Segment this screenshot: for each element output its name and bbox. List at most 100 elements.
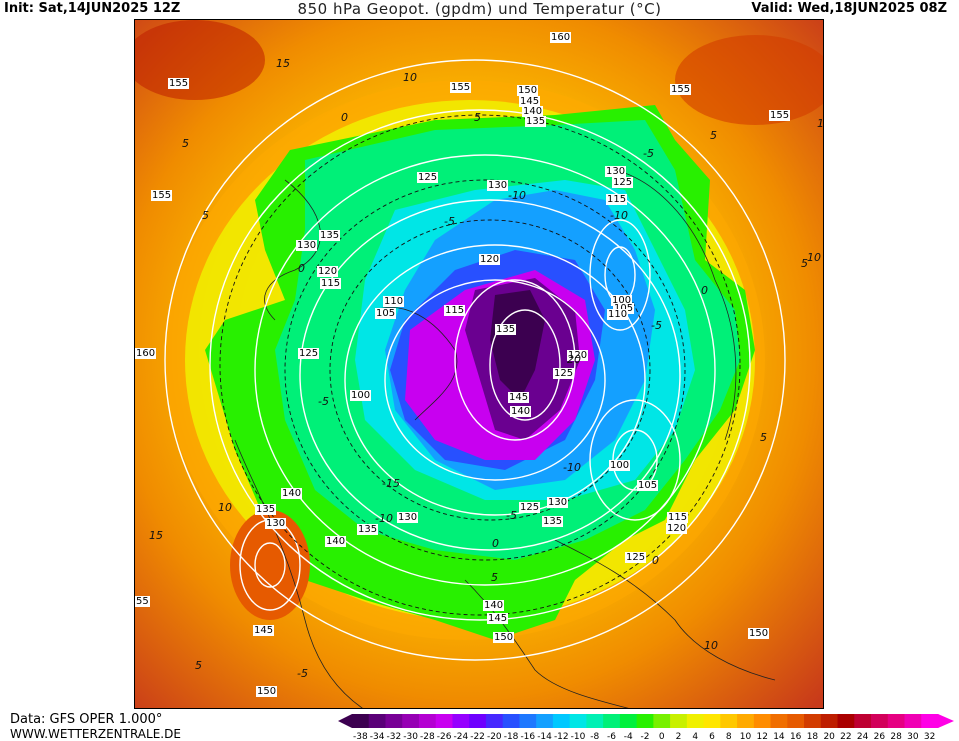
colorbar-tick-label: 16 bbox=[790, 732, 802, 741]
geopotential-label: 115 bbox=[320, 278, 342, 289]
colorbar-tick-label: -26 bbox=[437, 732, 452, 741]
temperature-label: 5 bbox=[760, 431, 767, 444]
colorbar-tick-label: -4 bbox=[624, 732, 633, 741]
geopotential-label: 120 bbox=[317, 266, 339, 277]
colorbar-swatch bbox=[435, 714, 453, 728]
valid-time-label: Valid: Wed,18JUN2025 08Z bbox=[751, 1, 947, 16]
colorbar-tick-label: -34 bbox=[370, 732, 385, 741]
geopotential-label: 100 bbox=[611, 295, 633, 306]
colorbar-swatch bbox=[653, 714, 671, 728]
colorbar-tick-label: 30 bbox=[907, 732, 919, 741]
geopotential-label: 150 bbox=[517, 85, 539, 96]
colorbar-tick-label: -12 bbox=[554, 732, 569, 741]
colorbar-tick-label: 24 bbox=[857, 732, 869, 741]
temperature-label: 5 bbox=[182, 137, 189, 150]
geopotential-label: 145 bbox=[253, 625, 275, 636]
temperature-label: -10 bbox=[375, 512, 393, 525]
colorbar-tick-label: 14 bbox=[773, 732, 785, 741]
colorbar-swatch bbox=[586, 714, 604, 728]
geopotential-label: 150 bbox=[256, 686, 278, 697]
colorbar-swatch bbox=[737, 714, 755, 728]
temperature-label: 10 bbox=[218, 501, 232, 514]
temperature-label: 5 bbox=[202, 209, 209, 222]
temperature-label: 5 bbox=[195, 659, 202, 672]
temperature-label: -5 bbox=[506, 509, 517, 522]
colorbar-left-arrow bbox=[338, 714, 352, 728]
temperature-label: 5 bbox=[710, 129, 717, 142]
colorbar-swatches bbox=[338, 714, 954, 728]
geopotential-label: 145 bbox=[519, 96, 541, 107]
colorbar-tick-label: 4 bbox=[692, 732, 698, 741]
geopotential-label: 130 bbox=[265, 518, 287, 529]
geopotential-label: 140 bbox=[483, 600, 505, 611]
colorbar-tick-label: -22 bbox=[470, 732, 485, 741]
geopotential-label: 100 bbox=[609, 460, 631, 471]
geopotential-label: 120 bbox=[567, 350, 589, 361]
temperature-label: -15 bbox=[382, 477, 400, 490]
temperature-label: 5 bbox=[491, 571, 498, 584]
colorbar-swatch bbox=[603, 714, 621, 728]
temp-zone-m34-darkpurple bbox=[490, 290, 545, 400]
geopotential-label: 135 bbox=[357, 524, 379, 535]
temperature-label: -10 bbox=[610, 209, 628, 222]
colorbar-tick-label: -24 bbox=[453, 732, 468, 741]
colorbar-swatch bbox=[552, 714, 571, 728]
colorbar-tick-label: -28 bbox=[420, 732, 435, 741]
temperature-label: 5 bbox=[801, 257, 808, 270]
temperature-label: 15 bbox=[817, 117, 824, 130]
geopotential-label: 125 bbox=[519, 502, 541, 513]
data-source-label: Data: GFS OPER 1.000° bbox=[10, 712, 163, 727]
geopotential-label: 150 bbox=[748, 628, 770, 639]
colorbar-tick-label: 22 bbox=[840, 732, 851, 741]
temperature-label: 10 bbox=[704, 639, 718, 652]
temperature-label: 0 bbox=[298, 262, 305, 275]
colorbar-tick-label: -32 bbox=[387, 732, 402, 741]
colorbar-tick-label: -2 bbox=[641, 732, 650, 741]
geopotential-label: 135 bbox=[495, 324, 517, 335]
temperature-colorbar: -38 -34 -32 -30 -28 -26 -24 -22 -20 -18 -16 -14 -12-… bbox=[338, 714, 954, 741]
colorbar-tick-label: -6 bbox=[607, 732, 616, 741]
colorbar-swatch bbox=[368, 714, 386, 728]
temperature-label: 0 bbox=[492, 537, 499, 550]
colorbar-swatch bbox=[904, 714, 922, 728]
geopotential-label: 135 bbox=[255, 504, 277, 515]
temperature-label: -5 bbox=[444, 215, 455, 228]
colorbar-tick-label: 8 bbox=[726, 732, 732, 741]
colorbar-swatch bbox=[619, 714, 638, 728]
colorbar-tick-label: -18 bbox=[504, 732, 519, 741]
geopotential-label: 110 bbox=[607, 309, 629, 320]
geopotential-label: 140 bbox=[325, 536, 347, 547]
temperature-label: -10 bbox=[508, 189, 526, 202]
geopotential-label: 120 bbox=[479, 254, 501, 265]
colorbar-swatch bbox=[770, 714, 788, 728]
colorbar-swatch bbox=[385, 714, 403, 728]
site-url[interactable]: WWW.WETTERZENTRALE.DE bbox=[10, 727, 181, 741]
geopotential-label: 145 bbox=[487, 613, 509, 624]
colorbar-swatch bbox=[452, 714, 470, 728]
geopotential-label: 135 bbox=[525, 116, 547, 127]
colorbar-tick-label: 6 bbox=[709, 732, 715, 741]
geopotential-label: 160 bbox=[550, 32, 572, 43]
weather-map[interactable]: 160 155 155 150 145 140 135 155 155 155 125 130 130 1… bbox=[134, 19, 824, 709]
geopotential-label: 155 bbox=[670, 84, 692, 95]
colorbar-swatch bbox=[787, 714, 805, 728]
colorbar-swatch bbox=[636, 714, 654, 728]
colorbar-tick-label: -20 bbox=[487, 732, 502, 741]
colorbar-tick-label: -30 bbox=[403, 732, 418, 741]
colorbar-swatch bbox=[352, 714, 370, 728]
geopotential-label: 125 bbox=[612, 177, 634, 188]
colorbar-swatch bbox=[536, 714, 554, 728]
colorbar-swatch bbox=[703, 714, 721, 728]
colorbar-tick-label: 18 bbox=[807, 732, 819, 741]
geopotential-label: 130 bbox=[397, 512, 419, 523]
geopotential-label: 105 bbox=[613, 303, 635, 314]
temperature-label: -5 bbox=[318, 395, 329, 408]
colorbar-tick-label: 0 bbox=[659, 732, 665, 741]
geopotential-label: 115 bbox=[444, 305, 466, 316]
colorbar-tick-labels: -38 -34 -32 -30 -28 -26 -24 -22 -20 -18 -16 -14 -12-… bbox=[353, 732, 935, 741]
warm-spot-ne bbox=[675, 35, 823, 125]
colorbar-tick-label: -14 bbox=[537, 732, 552, 741]
colorbar-swatch bbox=[871, 714, 889, 728]
colorbar-swatch bbox=[753, 714, 772, 728]
colorbar-tick-label: 20 bbox=[823, 732, 835, 741]
